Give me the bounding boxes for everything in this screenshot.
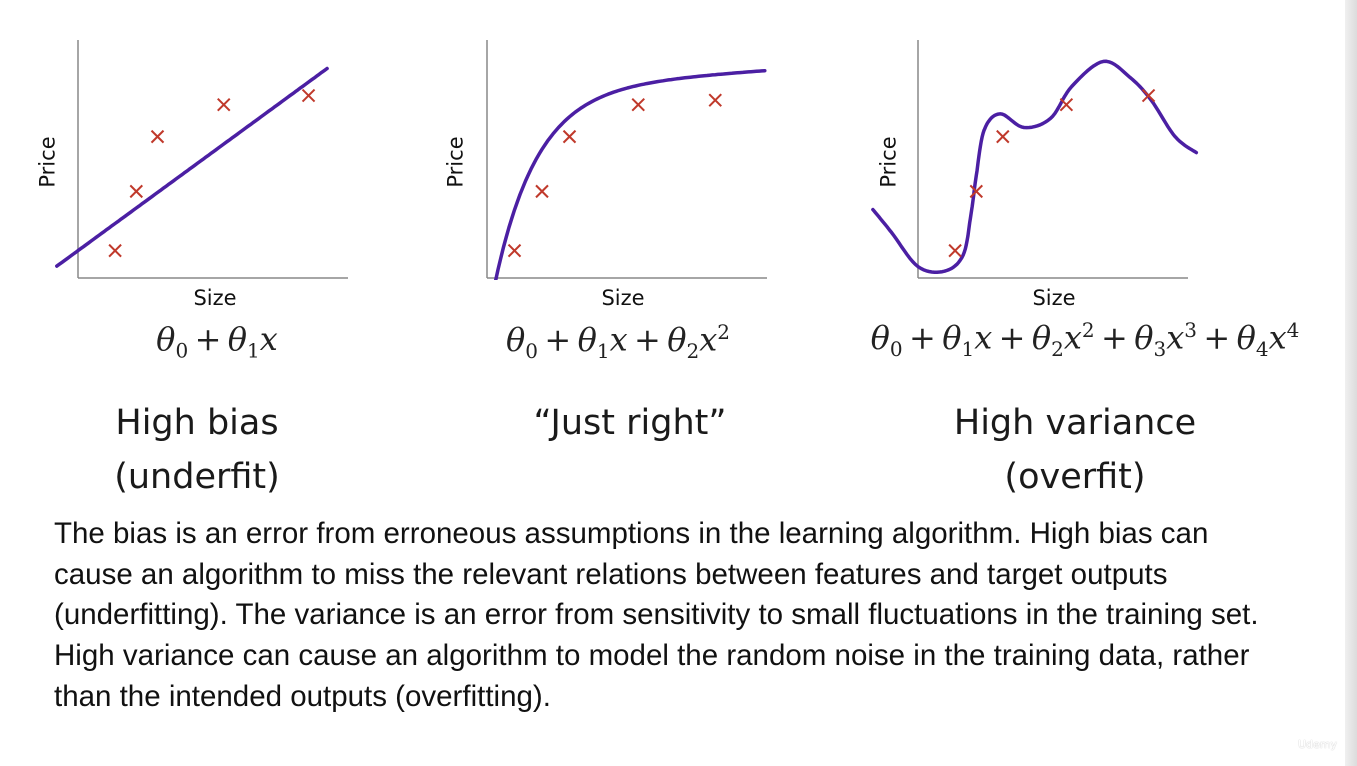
theta-subscript: 0 (889, 337, 903, 362)
exponent: 2 (1081, 318, 1095, 342)
data-point-marker (535, 184, 549, 199)
data-point-marker (150, 129, 165, 144)
data-point-marker (1059, 98, 1074, 112)
variable-x: x (1063, 318, 1082, 357)
variable-x: x (609, 320, 628, 359)
data-point-marker (1141, 88, 1156, 103)
data-point-marker (969, 184, 984, 199)
exponent: 4 (1286, 318, 1300, 342)
exponent: 3 (1184, 318, 1198, 342)
theta-symbol: θ (156, 320, 176, 358)
theta-subscript: 4 (1255, 337, 1269, 362)
theta-subscript: 0 (175, 338, 189, 363)
chart-underfit-svg (55, 40, 348, 279)
y-axis-label: Price (35, 136, 60, 188)
variable-x: x (699, 320, 718, 359)
formula-quartic: θ0 + θ1x + θ2x2 + θ3x3 + θ4x4 (871, 318, 1300, 361)
udemy-watermark: Udemy (1298, 738, 1338, 751)
x-axis-label: Size (1032, 286, 1076, 310)
right-edge-strip (1345, 0, 1357, 766)
theta-symbol: θ (577, 320, 597, 359)
x-axis-label: Size (601, 286, 645, 310)
chart-just-right-svg (486, 40, 767, 280)
theta-subscript: 2 (686, 339, 700, 364)
variable-x: x (1166, 318, 1185, 357)
theta-symbol: θ (667, 320, 687, 359)
plus-operator: + (992, 318, 1032, 357)
y-axis-label: Price (876, 136, 901, 188)
theta-subscript: 1 (596, 339, 610, 364)
caption-just-right: “Just right” (533, 396, 726, 450)
caption-overfit: High variance (overfit) (954, 396, 1196, 504)
theta-symbol: θ (1031, 318, 1052, 357)
data-point-marker (301, 88, 316, 103)
formula-linear: θ0 + θ1x (156, 320, 278, 362)
theta-symbol: θ (870, 318, 890, 357)
fit-curve (55, 66, 329, 268)
exponent: 2 (717, 320, 731, 344)
x-axis-label: Size (193, 286, 237, 310)
plus-operator: + (1094, 318, 1135, 357)
theta-symbol: θ (942, 318, 962, 357)
data-point-marker (507, 243, 522, 258)
theta-symbol: θ (1236, 318, 1256, 357)
theta-subscript: 1 (247, 338, 260, 363)
theta-symbol: θ (1134, 318, 1154, 357)
chart-panel-just-right: Price Size (440, 40, 840, 310)
caption-underfit: High bias (underfit) (114, 396, 280, 504)
plus-operator: + (902, 318, 943, 357)
variable-x: x (974, 318, 993, 357)
plus-operator: + (537, 320, 578, 359)
theta-symbol: θ (505, 320, 526, 359)
plus-operator: + (188, 320, 228, 358)
theta-subscript: 1 (961, 337, 975, 362)
data-point-marker (631, 98, 645, 112)
variable-x: x (1268, 318, 1287, 357)
data-point-marker (562, 129, 577, 144)
y-axis-label: Price (443, 136, 468, 188)
plus-operator: + (627, 320, 668, 359)
theta-subscript: 2 (1051, 337, 1064, 362)
chart-overfit-svg (871, 40, 1199, 279)
plus-operator: + (1197, 318, 1237, 357)
caption-underfit-line2: (underfit) (114, 457, 280, 497)
theta-subscript: 3 (1153, 337, 1167, 362)
formula-quadratic: θ0 + θ1x + θ2x2 (506, 320, 730, 363)
description-text: The bias is an error from erroneous assu… (54, 517, 1259, 713)
fit-curve (493, 68, 767, 280)
caption-just-right-line1: “Just right” (533, 403, 727, 443)
chart-panel-overfit: Price Size (870, 40, 1270, 310)
data-point-marker (996, 129, 1010, 144)
caption-underfit-line1: High bias (115, 403, 279, 443)
variable-x: x (259, 320, 278, 358)
theta-symbol: θ (227, 320, 248, 358)
data-point-marker (129, 184, 144, 199)
theta-subscript: 0 (525, 339, 538, 364)
data-point-marker (108, 243, 122, 258)
caption-overfit-line1: High variance (953, 403, 1197, 443)
caption-overfit-line2: (overfit) (1004, 457, 1146, 497)
data-point-marker (217, 98, 231, 112)
data-point-marker (948, 243, 962, 258)
chart-panel-underfit: Price Size (30, 40, 430, 310)
data-point-marker (708, 93, 722, 107)
fit-curve (871, 59, 1199, 274)
